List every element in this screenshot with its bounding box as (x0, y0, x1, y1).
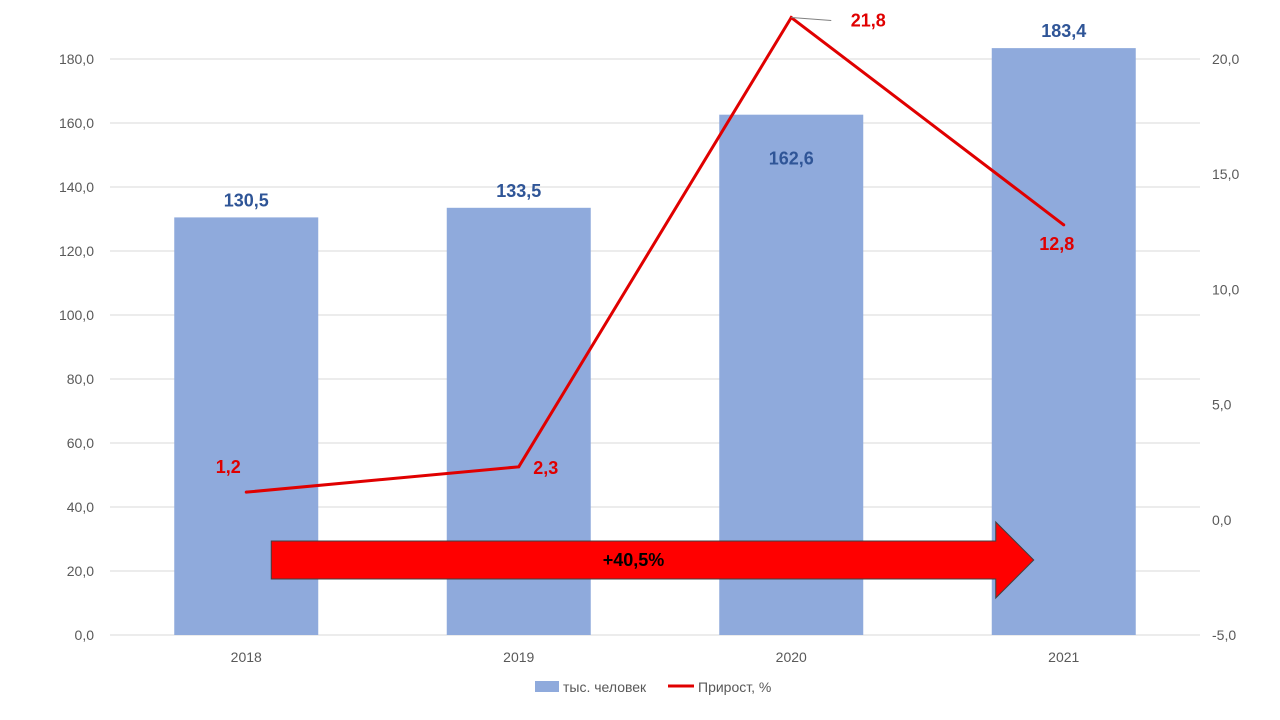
bar-data-label: 133,5 (496, 181, 541, 201)
right-axis-ticks: -5,0 0,0 5,0 10,0 15,0 20,0 (1212, 51, 1239, 643)
growth-arrow-shape (270, 520, 1035, 600)
left-tick-label: 140,0 (59, 179, 94, 195)
line-data-label: 2,3 (533, 458, 558, 478)
x-tick-label: 2021 (1048, 649, 1079, 665)
leader-line (791, 17, 832, 22)
legend-bar-label: тыс. человек (563, 679, 647, 695)
right-tick-label: 0,0 (1212, 512, 1232, 528)
x-tick-label: 2019 (503, 649, 534, 665)
line-data-label: 1,2 (216, 457, 241, 477)
line-path (246, 15, 1065, 494)
line-data-label: 21,8 (851, 11, 886, 31)
left-tick-label: 20,0 (67, 563, 94, 579)
left-tick-label: 60,0 (67, 435, 94, 451)
bar-data-label: 183,4 (1041, 21, 1086, 41)
growth-arrow-label: +40,5% (603, 550, 665, 570)
line-point (517, 465, 521, 469)
x-tick-label: 2020 (776, 649, 807, 665)
right-tick-label: 20,0 (1212, 51, 1239, 67)
left-tick-label: 100,0 (59, 307, 94, 323)
data-labels: 130,5 133,5 162,6 183,4 1,2 2,3 21,8 12,8 (216, 11, 1087, 478)
left-tick-label: 120,0 (59, 243, 94, 259)
left-tick-label: 160,0 (59, 115, 94, 131)
left-tick-label: 180,0 (59, 51, 94, 67)
left-tick-label: 40,0 (67, 499, 94, 515)
line-point (1062, 223, 1066, 227)
legend: тыс. человек Прирост, % (535, 679, 771, 695)
left-tick-label: 80,0 (67, 371, 94, 387)
right-tick-label: 5,0 (1212, 397, 1232, 413)
bar-data-label: 162,6 (769, 149, 814, 169)
left-axis-ticks: 0,0 20,0 40,0 60,0 80,0 100,0 120,0 140,0 160,0 1… (59, 51, 94, 643)
bar-data-label: 130,5 (224, 190, 269, 210)
right-tick-label: 10,0 (1212, 281, 1239, 297)
left-tick-label: 0,0 (75, 627, 95, 643)
line-data-label: 12,8 (1039, 234, 1074, 254)
growth-arrow: +40,5% (270, 520, 1035, 600)
legend-bar-swatch (535, 681, 559, 692)
right-tick-label: -5,0 (1212, 627, 1236, 643)
line-series (244, 15, 1066, 494)
right-tick-label: 15,0 (1212, 166, 1239, 182)
line-point (244, 490, 248, 494)
legend-line-label: Прирост, % (698, 679, 771, 695)
x-axis-ticks: 2018 2019 2020 2021 (231, 649, 1080, 665)
bar (991, 48, 1136, 636)
x-tick-label: 2018 (231, 649, 262, 665)
